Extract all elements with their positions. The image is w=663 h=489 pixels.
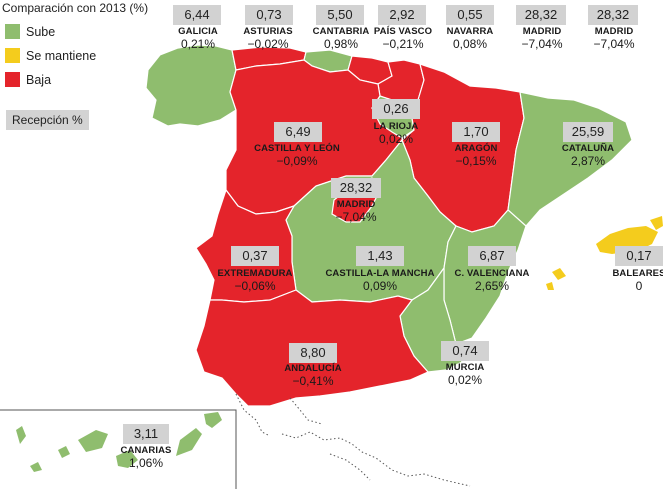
region-change: 2,87% <box>570 154 606 168</box>
legend-swatch-same <box>5 48 20 63</box>
reception-badge-asturias: 0,73 <box>245 5 293 25</box>
region-name: CATALUÑA <box>561 143 615 154</box>
region-name: CASTILLA-LA MANCHA <box>325 268 435 279</box>
region-change: −0,15% <box>455 154 497 168</box>
reception-badge-aragon: 1,70 <box>452 122 500 142</box>
reception-badge-la-rioja: 0,26 <box>372 99 420 119</box>
region-label-canarias: CANARIAS 1,06% <box>121 445 172 470</box>
reception-badge-extremadura: 0,37 <box>231 246 279 266</box>
reception-key-badge: Recepción % <box>6 110 89 130</box>
region-change: −0,21% <box>382 37 424 51</box>
region-change: −7,04% <box>335 210 377 224</box>
region-name: CANTABRIA <box>312 26 370 37</box>
legend-swatch-down <box>5 72 20 87</box>
region-label-la-rioja: LA RIOJA 0,02% <box>374 121 419 146</box>
region-label-c-valenciana: C. VALENCIANA 2,65% <box>454 268 529 293</box>
region-change: −0,06% <box>234 279 276 293</box>
region-label-aragon: ARAGÓN −0,15% <box>455 143 498 168</box>
island-el-hierro <box>30 462 42 472</box>
region-label-navarra: NAVARRA 0,08% <box>447 26 494 51</box>
reception-badge-baleares: 0,17 <box>615 246 663 266</box>
region-name: CASTILLA Y LEÓN <box>254 143 340 154</box>
reception-badge-cataluna: 25,59 <box>563 122 613 142</box>
legend-item-down: Baja <box>5 72 51 87</box>
region-label-madrid-top-1: MADRID −7,04% <box>521 26 562 51</box>
island-la-palma <box>16 426 26 444</box>
island-la-gomera <box>58 446 70 458</box>
island-lanzarote <box>204 412 222 428</box>
region-label-galicia: GALICIA 0,21% <box>178 26 218 51</box>
region-name: MADRID <box>594 26 634 37</box>
reception-badge-madrid-top-2: 28,32 <box>588 5 638 25</box>
reception-badge-castilla-la-mancha: 1,43 <box>356 246 404 266</box>
region-change: 0,98% <box>323 37 359 51</box>
region-label-madrid: MADRID −7,04% <box>335 199 376 224</box>
region-change: −7,04% <box>593 37 635 51</box>
legend-label-same: Se mantiene <box>26 48 97 63</box>
region-label-asturias: ASTURIAS −0,02% <box>243 26 292 51</box>
region-name: ANDALUCÍA <box>284 363 342 374</box>
region-name: CANARIAS <box>120 445 172 456</box>
region-label-extremadura: EXTREMADURA −0,06% <box>218 268 293 293</box>
island-gran-canaria <box>116 450 138 468</box>
region-change: −0,02% <box>247 37 289 51</box>
region-label-pais-vasco: PAÍS VASCO −0,21% <box>374 26 432 51</box>
region-name: PAÍS VASCO <box>373 26 433 37</box>
region-change: −7,04% <box>521 37 563 51</box>
island-fuerteventura <box>176 428 202 456</box>
region-label-baleares: BALEARES 0 <box>612 268 663 293</box>
coastline-dotted <box>235 393 471 487</box>
canarias-inset <box>0 409 237 489</box>
region-name: EXTREMADURA <box>217 268 293 279</box>
region-label-cantabria: CANTABRIA 0,98% <box>313 26 370 51</box>
region-change: 0,21% <box>180 37 216 51</box>
legend-item-up: Sube <box>5 24 55 39</box>
region-label-andalucia: ANDALUCÍA −0,41% <box>284 363 341 388</box>
region-name: C. VALENCIANA <box>454 268 530 279</box>
reception-badge-madrid-top-1: 28,32 <box>516 5 566 25</box>
reception-badge-andalucia: 8,80 <box>289 343 337 363</box>
reception-badge-pais-vasco: 2,92 <box>378 5 426 25</box>
region-label-madrid-top-2: MADRID −7,04% <box>593 26 634 51</box>
reception-badge-cantabria: 5,50 <box>316 5 364 25</box>
reception-badge-castilla-y-leon: 6,49 <box>274 122 322 142</box>
legend-label-up: Sube <box>26 24 56 39</box>
legend-item-same: Se mantiene <box>5 48 96 63</box>
region-galicia <box>145 44 237 127</box>
reception-badge-madrid: 28,32 <box>331 178 381 198</box>
region-name: GALICIA <box>178 26 218 37</box>
region-name: LA RIOJA <box>373 121 419 132</box>
reception-badge-c-valenciana: 6,87 <box>468 246 516 266</box>
region-label-castilla-y-leon: CASTILLA Y LEÓN −0,09% <box>254 143 340 168</box>
reception-badge-murcia: 0,74 <box>441 341 489 361</box>
region-label-cataluna: CATALUÑA 2,87% <box>562 143 614 168</box>
legend-label-down: Baja <box>26 72 52 87</box>
region-name: NAVARRA <box>446 26 494 37</box>
region-change: 0,08% <box>452 37 488 51</box>
region-name: MADRID <box>336 199 376 210</box>
region-name: BALEARES <box>612 268 663 279</box>
reception-badge-canarias: 3,11 <box>123 424 169 444</box>
region-change: −0,09% <box>276 154 318 168</box>
region-label-murcia: MURCIA 0,02% <box>446 362 485 387</box>
region-change: 0,02% <box>378 132 414 146</box>
region-change: 0,02% <box>447 373 483 387</box>
reception-badge-galicia: 6,44 <box>173 5 221 25</box>
region-name: ARAGÓN <box>454 143 498 154</box>
region-name: ASTURIAS <box>243 26 293 37</box>
reception-badge-navarra: 0,55 <box>446 5 494 25</box>
legend-title: Comparación con 2013 (%) <box>2 1 149 15</box>
region-change: 1,06% <box>128 456 164 470</box>
region-change: 2,65% <box>474 279 510 293</box>
region-label-castilla-la-mancha: CASTILLA-LA MANCHA 0,09% <box>325 268 434 293</box>
region-change: −0,41% <box>292 374 334 388</box>
region-name: MADRID <box>522 26 562 37</box>
region-name: MURCIA <box>445 362 485 373</box>
region-change: 0,09% <box>362 279 398 293</box>
legend-swatch-up <box>5 24 20 39</box>
region-change: 0 <box>635 279 643 293</box>
island-tenerife <box>78 430 108 452</box>
